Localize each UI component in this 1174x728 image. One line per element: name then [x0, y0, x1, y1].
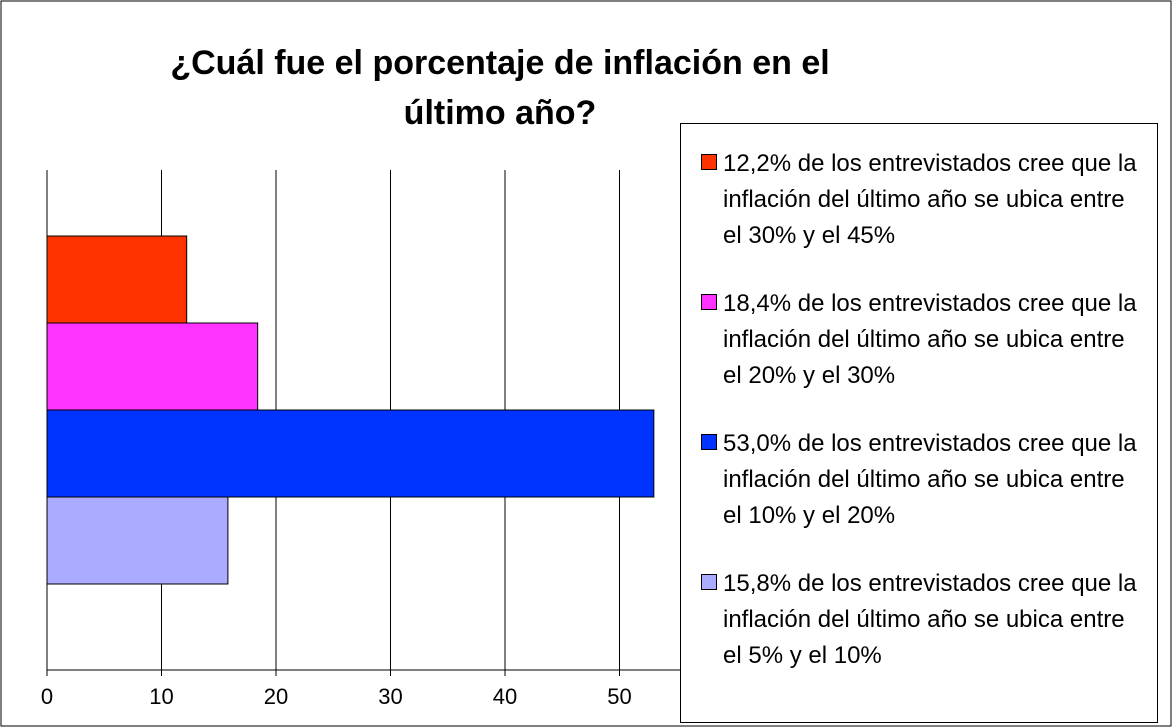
plot: 0 10 20 30 40 50 [41, 170, 734, 709]
legend-entry: 12,2% de los entrevistados cree que la i… [701, 146, 1147, 254]
legend-swatch [701, 434, 717, 450]
legend-entry: 15,8% de los entrevistados cree que la i… [701, 566, 1147, 674]
legend-label: 18,4% de los entrevistados cree que la i… [723, 290, 1137, 389]
legend-entry: 18,4% de los entrevistados cree que la i… [701, 286, 1147, 394]
legend-swatch [701, 294, 717, 310]
x-tick-label: 10 [149, 684, 173, 709]
bar [46, 235, 188, 324]
legend-entry: 53,0% de los entrevistados cree que la i… [701, 426, 1147, 534]
legend: 12,2% de los entrevistados cree que la i… [680, 123, 1158, 723]
bar [46, 409, 655, 498]
legend-swatch [701, 154, 717, 170]
x-tick-label: 30 [378, 684, 402, 709]
legend-swatch [701, 574, 717, 590]
bar [46, 496, 229, 585]
chart-title: ¿Cuál fue el porcentaje de inflación en … [170, 44, 830, 132]
legend-label: 53,0% de los entrevistados cree que la i… [723, 430, 1137, 529]
bar [46, 322, 259, 411]
x-tick-label: 20 [264, 684, 288, 709]
x-tick-label: 40 [493, 684, 517, 709]
x-tick-label: 0 [41, 684, 53, 709]
legend-label: 12,2% de los entrevistados cree que la i… [723, 150, 1137, 249]
x-tick-label: 50 [607, 684, 631, 709]
legend-label: 15,8% de los entrevistados cree que la i… [723, 570, 1137, 669]
